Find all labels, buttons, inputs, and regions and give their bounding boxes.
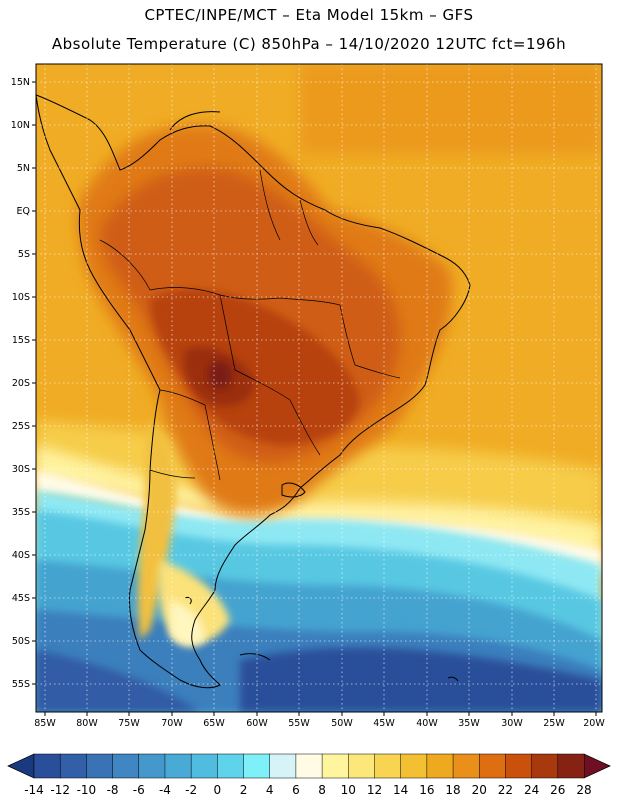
latitude-axis: 15N 10N 5N EQ 5S 10S 15S 20S 25S 30S 35S… [11, 77, 30, 690]
colorbar-swatch [531, 753, 559, 779]
lat-label: 35S [12, 507, 30, 518]
colorbar-tick-label: 2 [240, 783, 248, 797]
colorbar-tick-label: -2 [185, 783, 197, 797]
colorbar-tick-label: 10 [341, 783, 356, 797]
colorbar-swatch [478, 753, 506, 779]
colorbar-swatch [452, 753, 480, 779]
chart-subtitle: Absolute Temperature (C) 850hPa – 14/10/… [51, 35, 567, 53]
colorbar-tick-label: 8 [318, 783, 326, 797]
lon-label: 20W [583, 718, 605, 729]
colorbar: -14 -12 -10 -8 -6 -4 -2 0 2 4 6 8 10 12 14 16 18 20 22 24 26… [7, 753, 611, 797]
lat-label: 10S [12, 292, 30, 303]
colorbar-tick-label: 20 [472, 783, 487, 797]
lon-label: 70W [161, 718, 183, 729]
lat-label: 15S [12, 335, 30, 346]
colorbar-tick-label: -4 [159, 783, 171, 797]
colorbar-tick-label: 24 [524, 783, 539, 797]
colorbar-swatch [426, 753, 454, 779]
lon-label: 60W [246, 718, 268, 729]
colorbar-swatch [112, 753, 140, 779]
colorbar-swatch [243, 753, 271, 779]
lat-label: 45S [12, 593, 30, 604]
lat-label: 40S [12, 550, 30, 561]
colorbar-max-arrow [583, 753, 611, 779]
colorbar-swatch [217, 753, 245, 779]
lat-label: 5N [17, 163, 30, 174]
colorbar-tick-label: 0 [214, 783, 222, 797]
lat-tick-marks [32, 81, 36, 685]
coastline [35, 94, 471, 689]
lon-label: 35W [458, 718, 480, 729]
lat-label: 5S [18, 249, 30, 260]
lon-label: 75W [118, 718, 140, 729]
lon-label: 25W [543, 718, 565, 729]
country-borders [99, 169, 401, 481]
lat-label: 50S [12, 636, 30, 647]
lon-label: 85W [34, 718, 56, 729]
chart-title: CPTEC/INPE/MCT – Eta Model 15km – GFS [144, 6, 474, 24]
colorbar-tick-label: -12 [50, 783, 70, 797]
lat-label: 10N [11, 120, 30, 131]
colorbar-swatch [33, 753, 61, 779]
colorbar-swatch [59, 753, 87, 779]
map-frame [35, 63, 603, 713]
lon-label: 65W [203, 718, 225, 729]
colorbar-tick-label: 26 [550, 783, 565, 797]
lat-label: 20S [12, 378, 30, 389]
lon-label: 80W [76, 718, 98, 729]
colorbar-swatch [557, 753, 585, 779]
lat-label: 25S [12, 421, 30, 432]
colorbar-swatch [190, 753, 218, 779]
colorbar-tick-label: 28 [576, 783, 591, 797]
colorbar-tick-label: 12 [367, 783, 382, 797]
colorbar-tick-label: 18 [445, 783, 460, 797]
colorbar-tick-label: 14 [393, 783, 408, 797]
colorbar-swatch [86, 753, 114, 779]
colorbar-swatch [374, 753, 402, 779]
colorbar-tick-label: -14 [24, 783, 44, 797]
colorbar-tick-label: 16 [419, 783, 434, 797]
lat-label: EQ [17, 206, 30, 217]
colorbar-swatch [164, 753, 192, 779]
colorbar-tick-label: -6 [133, 783, 145, 797]
lat-label: 30S [12, 464, 30, 475]
lon-label: 30W [501, 718, 523, 729]
colorbar-swatch [295, 753, 323, 779]
colorbar-swatch [348, 753, 376, 779]
colorbar-tick-label: 4 [266, 783, 274, 797]
colorbar-tick-label: 22 [498, 783, 513, 797]
lon-label: 40W [416, 718, 438, 729]
lat-label: 55S [12, 679, 30, 690]
lon-tick-marks [44, 712, 597, 716]
colorbar-swatch [321, 753, 349, 779]
lat-label: 15N [11, 77, 30, 88]
colorbar-tick-label: -8 [107, 783, 119, 797]
colorbar-swatch [505, 753, 533, 779]
lon-label: 50W [331, 718, 353, 729]
longitude-axis: 85W 80W 75W 70W 65W 60W 55W 50W 45W 40W … [34, 718, 605, 729]
colorbar-swatch [138, 753, 166, 779]
colorbar-min-arrow [7, 753, 35, 779]
lon-label: 55W [288, 718, 310, 729]
colorbar-swatch [400, 753, 428, 779]
colorbar-tick-label: -10 [77, 783, 97, 797]
graticule [36, 64, 602, 712]
temperature-field [36, 64, 602, 712]
colorbar-swatch [269, 753, 297, 779]
colorbar-tick-label: 6 [292, 783, 300, 797]
lon-label: 45W [373, 718, 395, 729]
